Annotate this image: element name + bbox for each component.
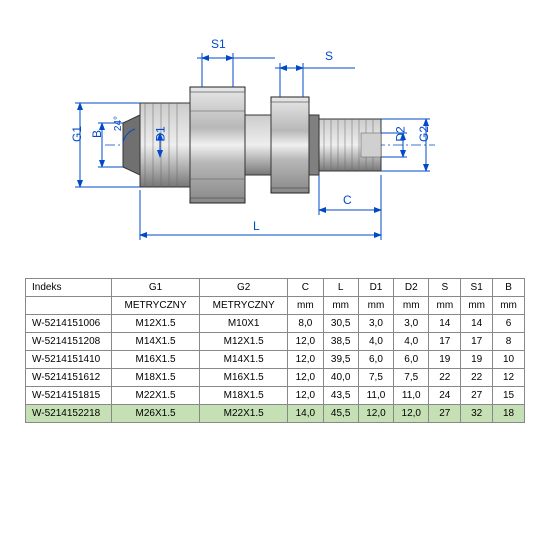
table-cell: M22X1.5 [200, 405, 288, 423]
dim-g1: G1 [70, 126, 84, 142]
col-d1: D1 [358, 279, 393, 297]
table-cell: W-5214151815 [26, 387, 112, 405]
col-b: B [493, 279, 525, 297]
table-cell: 32 [461, 405, 493, 423]
table-cell: 12,0 [358, 405, 393, 423]
table-cell: 12,0 [288, 387, 323, 405]
table-cell: M26X1.5 [112, 405, 200, 423]
dim-d1: D1 [154, 126, 168, 141]
table-cell: 3,0 [358, 315, 393, 333]
table-cell: 14 [461, 315, 493, 333]
table-cell: 12,0 [288, 351, 323, 369]
col-g1: G1 [112, 279, 200, 297]
table-cell: 17 [461, 333, 493, 351]
col-s1: S1 [461, 279, 493, 297]
dim-angle: 24° [113, 116, 124, 131]
table-cell: 8 [493, 333, 525, 351]
table-cell: 19 [429, 351, 461, 369]
table-cell: 19 [461, 351, 493, 369]
table-cell: W-5214151410 [26, 351, 112, 369]
dim-s1: S1 [211, 37, 226, 51]
table-cell: 14,0 [288, 405, 323, 423]
col-g2: G2 [200, 279, 288, 297]
spec-table: Indeks G1 G2 C L D1 D2 S S1 B METRYCZNY … [25, 278, 525, 423]
table-row: W-5214152218M26X1.5M22X1.514,045,512,012… [26, 405, 525, 423]
table-cell: M16X1.5 [112, 351, 200, 369]
table-cell: 4,0 [358, 333, 393, 351]
table-cell: M12X1.5 [112, 315, 200, 333]
dim-g2: G2 [417, 126, 431, 142]
table-cell: M14X1.5 [200, 351, 288, 369]
table-cell: 12 [493, 369, 525, 387]
table-cell: 15 [493, 387, 525, 405]
dim-l: L [253, 219, 260, 233]
table-cell: M14X1.5 [112, 333, 200, 351]
col-c: C [288, 279, 323, 297]
table-cell: 6,0 [358, 351, 393, 369]
table-cell: M16X1.5 [200, 369, 288, 387]
dim-s: S [325, 49, 333, 63]
table-cell: 7,5 [358, 369, 393, 387]
table-cell: 17 [429, 333, 461, 351]
table-cell: 11,0 [358, 387, 393, 405]
table-cell: 6,0 [394, 351, 429, 369]
technical-drawing: S1 S G1 B 24° D1 D2 G2 C L [45, 15, 495, 255]
col-s: S [429, 279, 461, 297]
table-cell: 12,0 [394, 405, 429, 423]
table-cell: 6 [493, 315, 525, 333]
table-cell: 22 [461, 369, 493, 387]
table-cell: 40,0 [323, 369, 358, 387]
table-row: W-5214151612M18X1.5M16X1.512,040,07,57,5… [26, 369, 525, 387]
table-cell: 12,0 [288, 333, 323, 351]
table-cell: M10X1 [200, 315, 288, 333]
table-cell: 22 [429, 369, 461, 387]
table-cell: M12X1.5 [200, 333, 288, 351]
table-row: W-5214151815M22X1.5M18X1.512,043,511,011… [26, 387, 525, 405]
dim-c: C [343, 193, 352, 207]
table-cell: 8,0 [288, 315, 323, 333]
col-d2: D2 [394, 279, 429, 297]
col-l: L [323, 279, 358, 297]
dim-b: B [90, 130, 104, 138]
table-cell: 18 [493, 405, 525, 423]
table-cell: 24 [429, 387, 461, 405]
table-row: W-5214151208M14X1.5M12X1.512,038,54,04,0… [26, 333, 525, 351]
table-cell: W-5214151208 [26, 333, 112, 351]
dim-d2: D2 [394, 126, 408, 141]
table-cell: 39,5 [323, 351, 358, 369]
table-cell: W-5214152218 [26, 405, 112, 423]
table-cell: 45,5 [323, 405, 358, 423]
table-cell: 30,5 [323, 315, 358, 333]
table-cell: 7,5 [394, 369, 429, 387]
table-cell: 10 [493, 351, 525, 369]
table-cell: W-5214151006 [26, 315, 112, 333]
col-indeks: Indeks [26, 279, 112, 297]
table-cell: M18X1.5 [112, 369, 200, 387]
table-cell: 27 [429, 405, 461, 423]
table-cell: W-5214151612 [26, 369, 112, 387]
table-cell: M22X1.5 [112, 387, 200, 405]
table-cell: 43,5 [323, 387, 358, 405]
table-header-row: Indeks G1 G2 C L D1 D2 S S1 B [26, 279, 525, 297]
table-cell: 3,0 [394, 315, 429, 333]
table-cell: 14 [429, 315, 461, 333]
table-row: W-5214151006M12X1.5M10X18,030,53,03,0141… [26, 315, 525, 333]
table-cell: 12,0 [288, 369, 323, 387]
table-unit-row: METRYCZNY METRYCZNY mm mm mm mm mm mm mm [26, 297, 525, 315]
table-cell: 27 [461, 387, 493, 405]
table-row: W-5214151410M16X1.5M14X1.512,039,56,06,0… [26, 351, 525, 369]
table-cell: 4,0 [394, 333, 429, 351]
table-cell: 11,0 [394, 387, 429, 405]
table-cell: 38,5 [323, 333, 358, 351]
table-cell: M18X1.5 [200, 387, 288, 405]
